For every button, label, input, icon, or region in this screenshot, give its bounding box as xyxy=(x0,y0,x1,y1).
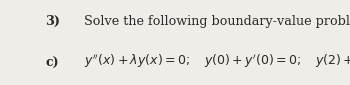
Text: c): c) xyxy=(46,57,59,70)
Text: 3): 3) xyxy=(46,15,61,28)
Text: Solve the following boundary-value problems.: Solve the following boundary-value probl… xyxy=(84,15,350,28)
Text: $y^{\prime\prime}(x) + \lambda y(x) = 0;\quad y(0) + y^{\prime}(0) = 0;\quad y(2: $y^{\prime\prime}(x) + \lambda y(x) = 0;… xyxy=(84,52,350,70)
